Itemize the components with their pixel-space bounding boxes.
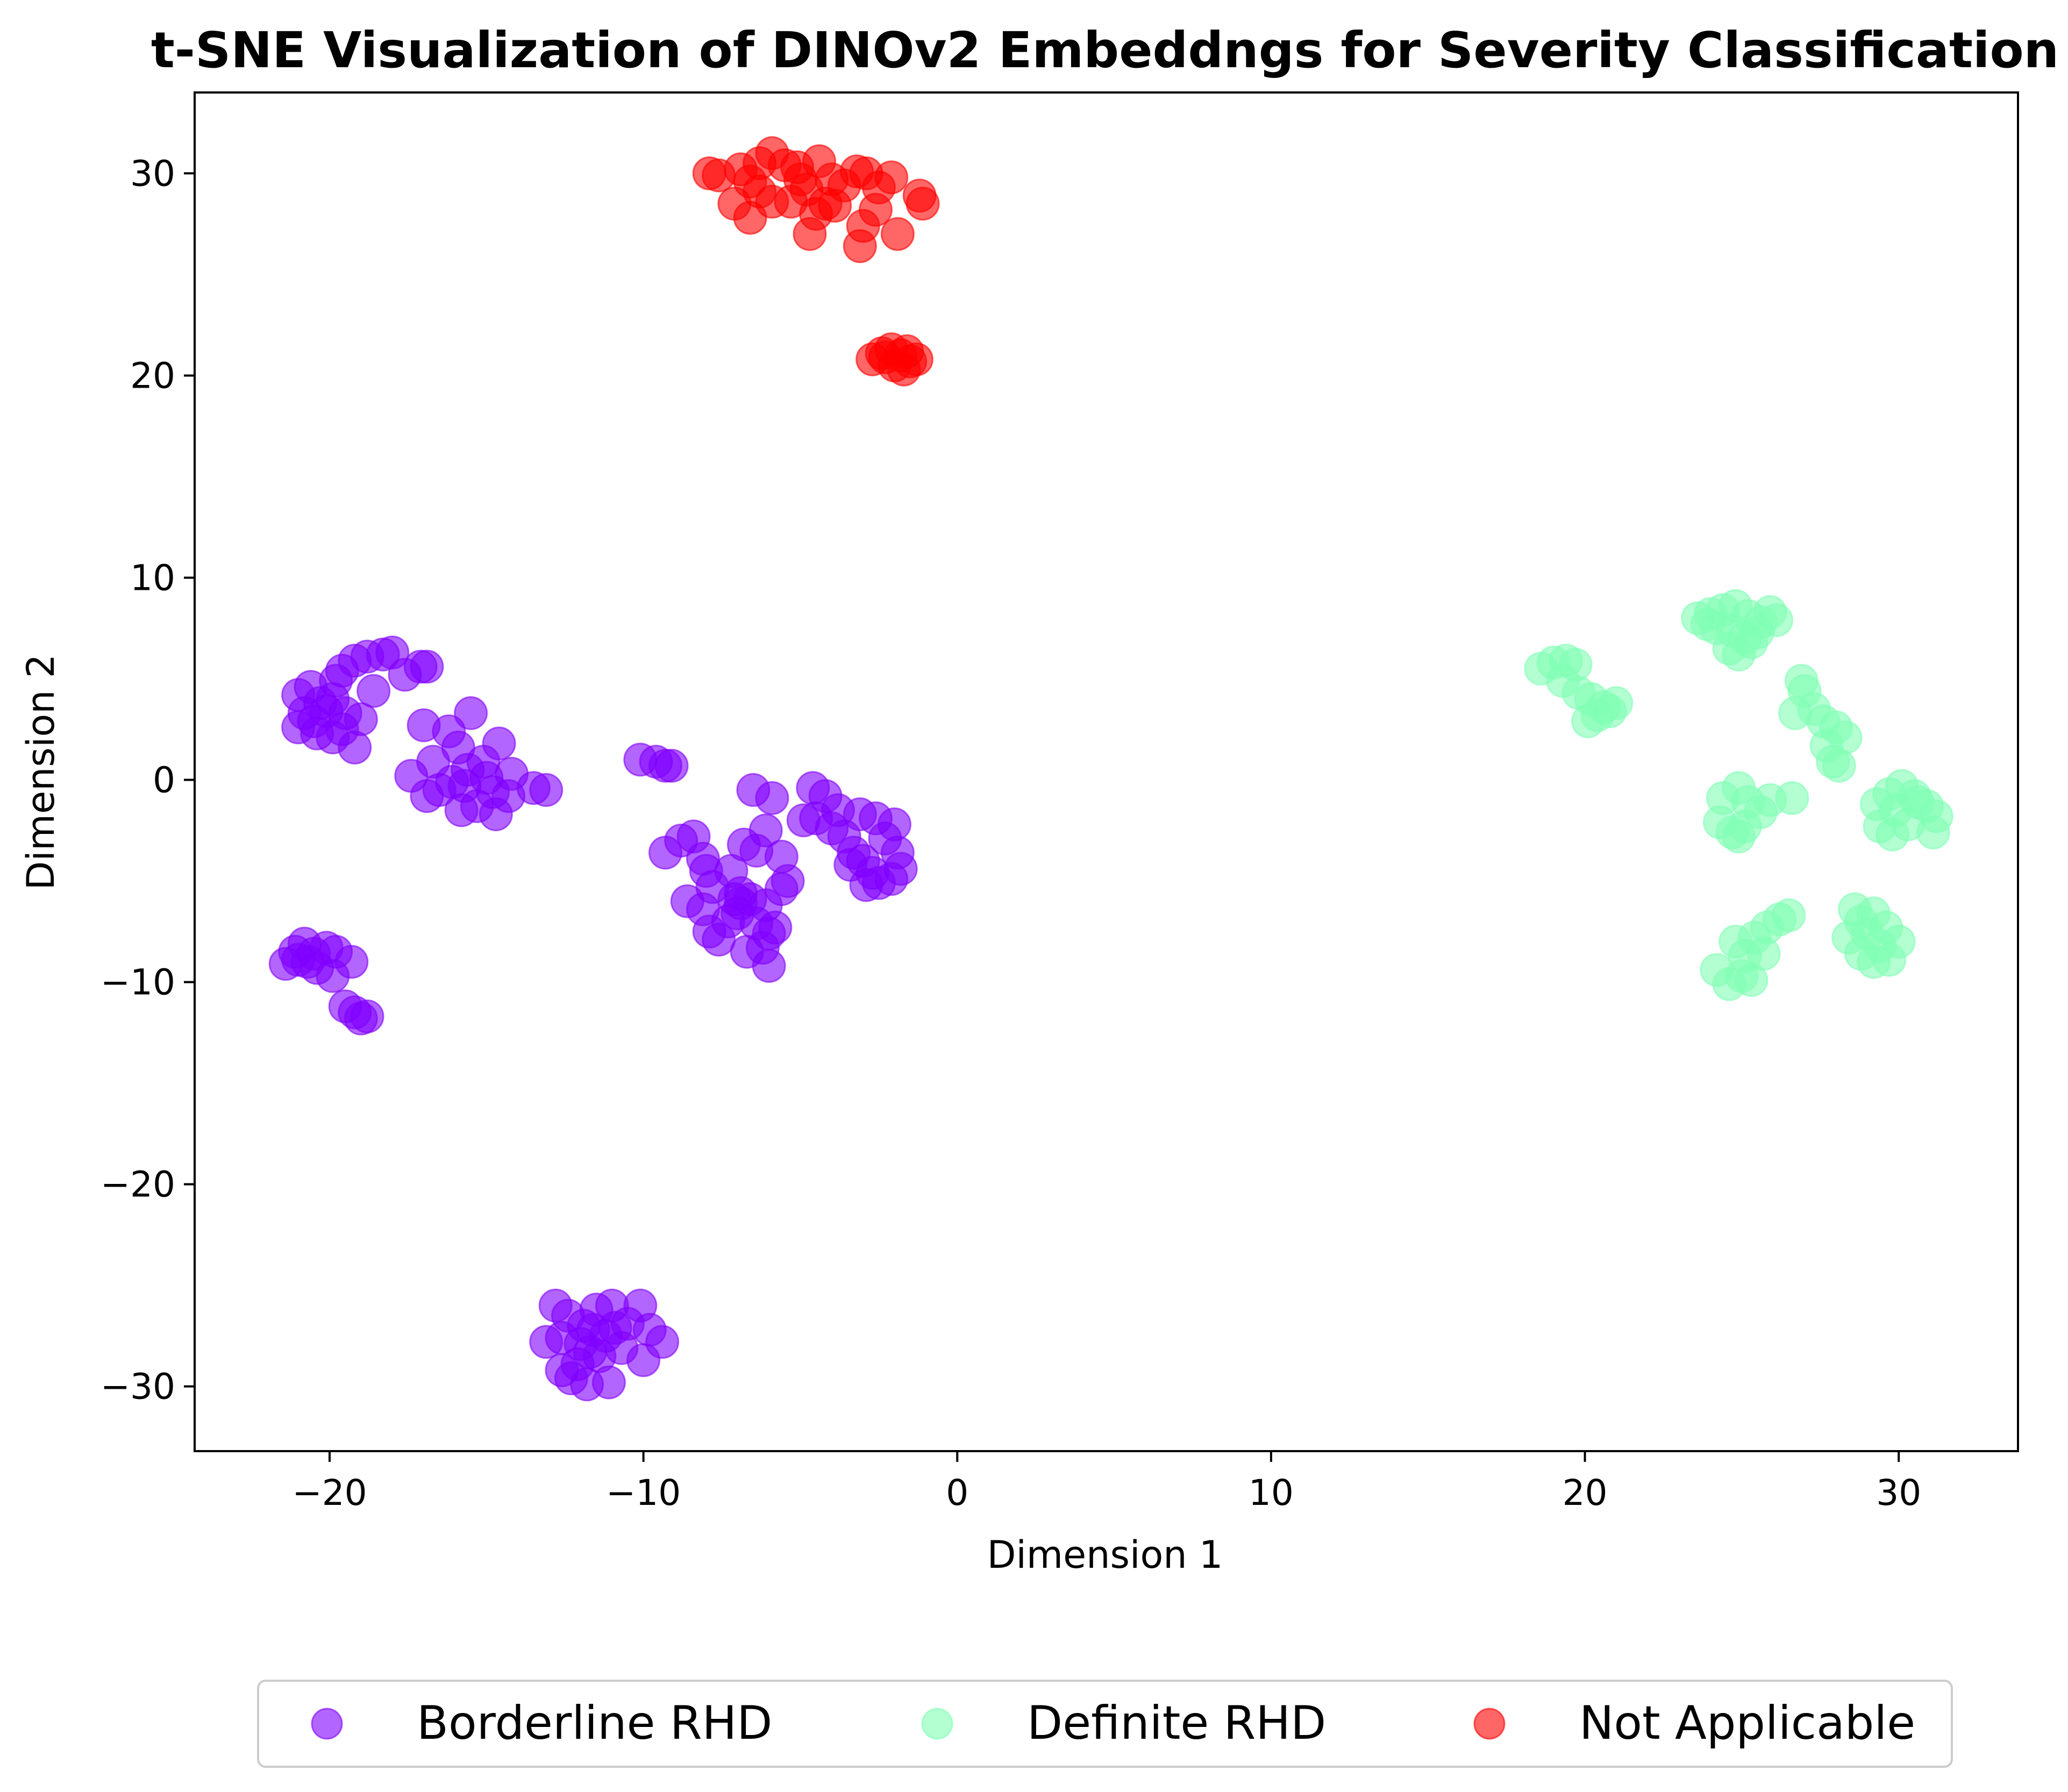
data-point-not-applicable: [808, 187, 843, 221]
data-point-borderline-rhd: [482, 726, 516, 761]
legend-label-not-applicable: Not Applicable: [1579, 1696, 1915, 1750]
legend-marker-definite-rhd: [921, 1708, 953, 1740]
legend-label-borderline-rhd: Borderline RHD: [417, 1696, 773, 1750]
y-tick-label: 20: [130, 355, 175, 396]
data-point-definite-rhd: [1775, 781, 1809, 815]
data-point-borderline-rhd: [410, 649, 444, 684]
y-tick-label: −10: [101, 962, 175, 1003]
legend-label-definite-rhd: Definite RHD: [1027, 1696, 1326, 1750]
data-point-definite-rhd: [1746, 937, 1781, 971]
data-point-borderline-rhd: [529, 773, 564, 807]
series-not-applicable: [692, 136, 940, 387]
y-tick-label: 30: [130, 153, 175, 194]
data-point-borderline-rhd: [748, 813, 783, 848]
data-point-definite-rhd: [1690, 607, 1724, 641]
data-point-definite-rhd: [1593, 694, 1627, 729]
data-point-not-applicable: [717, 187, 752, 221]
data-point-definite-rhd: [1900, 785, 1935, 819]
y-tick-label: −30: [101, 1366, 175, 1408]
data-point-borderline-rhd: [878, 807, 911, 841]
data-point-not-applicable: [783, 162, 817, 197]
x-axis-label: Dimension 1: [987, 1533, 1223, 1577]
data-point-borderline-rhd: [447, 769, 482, 803]
data-point-borderline-rhd: [752, 949, 786, 983]
y-axis: −30 −20 −10 0 10 20 30: [101, 153, 195, 1408]
legend-marker-borderline-rhd: [311, 1708, 343, 1740]
series-definite-rhd: [1524, 589, 1953, 1001]
data-point-not-applicable: [843, 229, 877, 263]
data-point-borderline-rhd: [736, 773, 771, 807]
x-tick-label: 20: [1563, 1472, 1608, 1513]
data-point-not-applicable: [743, 146, 777, 181]
data-point-borderline-rhd: [290, 945, 325, 979]
y-tick-label: 10: [130, 558, 175, 599]
data-point-not-applicable: [880, 217, 915, 251]
x-tick-label: −10: [606, 1472, 681, 1513]
points-layer: [268, 136, 1953, 1402]
data-point-definite-rhd: [1863, 929, 1897, 963]
data-point-not-applicable: [793, 217, 827, 251]
plot-area-frame: [194, 91, 2019, 1452]
x-tick-label: −20: [292, 1472, 367, 1513]
data-point-borderline-rhd: [300, 716, 334, 751]
data-point-borderline-rhd: [724, 886, 758, 920]
data-point-borderline-rhd: [576, 1312, 610, 1347]
data-point-definite-rhd: [1734, 625, 1769, 660]
data-point-borderline-rhd: [454, 696, 488, 730]
data-point-borderline-rhd: [350, 999, 384, 1033]
x-tick-label: 0: [946, 1472, 968, 1513]
y-tick-label: 0: [153, 760, 175, 801]
data-point-not-applicable: [874, 160, 909, 195]
x-tick-label: 30: [1876, 1472, 1921, 1513]
data-point-borderline-rhd: [356, 674, 391, 708]
x-tick-label: 10: [1249, 1472, 1294, 1513]
legend-marker-not-applicable: [1473, 1708, 1506, 1740]
series-borderline-rhd: [268, 636, 918, 1402]
data-point-definite-rhd: [1838, 892, 1872, 926]
legend: Borderline RHD Definite RHD Not Applicab…: [257, 1680, 1953, 1768]
data-point-borderline-rhd: [654, 748, 689, 783]
data-point-borderline-rhd: [786, 803, 821, 838]
data-point-definite-rhd: [1822, 748, 1856, 783]
data-point-borderline-rhd: [833, 848, 868, 882]
data-point-definite-rhd: [1772, 898, 1806, 932]
data-point-borderline-rhd: [344, 702, 378, 737]
data-point-borderline-rhd: [334, 945, 369, 979]
data-point-borderline-rhd: [752, 916, 786, 951]
legend-frame: [257, 1680, 1953, 1768]
y-tick-label: −20: [101, 1164, 175, 1205]
y-axis-label: Dimension 2: [19, 654, 63, 890]
data-point-definite-rhd: [1722, 819, 1756, 854]
data-point-definite-rhd: [1778, 696, 1813, 730]
data-point-not-applicable: [890, 334, 924, 368]
chart-title: t-SNE Visualization of DINOv2 Embeddngs …: [151, 22, 2059, 79]
data-point-borderline-rhd: [545, 1320, 579, 1355]
x-axis: −20 −10 0 10 20 30: [292, 1451, 1921, 1513]
data-point-not-applicable: [905, 187, 940, 221]
